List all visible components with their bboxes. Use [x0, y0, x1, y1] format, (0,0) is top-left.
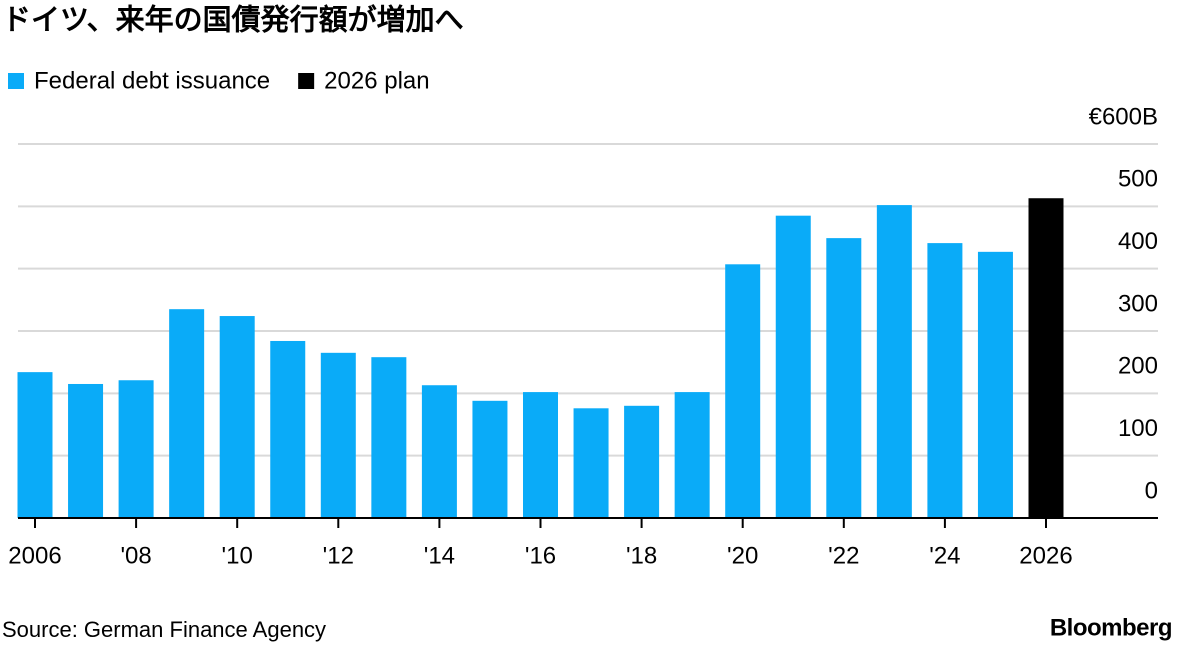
y-tick-label: 500	[1118, 166, 1158, 193]
bar	[725, 264, 761, 518]
y-tick-label: 100	[1118, 415, 1158, 442]
bar	[17, 372, 53, 518]
y-tick-label: 200	[1118, 353, 1158, 380]
x-tick-label: '12	[323, 542, 354, 569]
brand: Bloomberg	[1050, 614, 1172, 641]
bar	[573, 408, 609, 518]
x-tick-label: '18	[626, 542, 657, 569]
x-tick-label: '10	[222, 542, 253, 569]
x-tick-label: '22	[828, 542, 859, 569]
legend-swatch	[298, 73, 315, 89]
y-tick-label: €600B	[1089, 103, 1158, 130]
bar	[270, 340, 306, 518]
bar	[1028, 198, 1064, 519]
bar	[977, 251, 1013, 518]
x-tick-label: 2026	[1019, 542, 1072, 569]
x-tick-label: '20	[727, 542, 758, 569]
chart-title: ドイツ、来年の国債発行額が増加へ	[2, 3, 464, 37]
x-tick-label: '08	[120, 542, 151, 569]
bar	[775, 215, 811, 518]
x-tick-label: 2006	[8, 542, 61, 569]
x-tick-label: '14	[424, 542, 455, 569]
x-tick-label: '24	[929, 542, 960, 569]
bar	[876, 205, 912, 518]
x-tick-label: '16	[525, 542, 556, 569]
bar	[68, 383, 104, 518]
bar	[624, 405, 660, 518]
y-tick-label: 300	[1118, 290, 1158, 317]
bar	[118, 380, 154, 518]
bar	[219, 316, 255, 518]
legend-label: 2026 plan	[324, 67, 429, 94]
bar	[421, 385, 457, 518]
bar	[674, 392, 710, 518]
y-tick-label: 0	[1145, 477, 1158, 504]
source: Source: German Finance Agency	[2, 617, 326, 642]
bar	[472, 400, 508, 518]
bar	[523, 392, 558, 518]
bar	[169, 309, 205, 518]
y-tick-label: 400	[1118, 228, 1158, 255]
legend-swatch	[8, 73, 24, 89]
bar	[927, 243, 963, 519]
legend-label: Federal debt issuance	[34, 67, 270, 94]
bar	[826, 238, 862, 518]
bar	[320, 352, 356, 518]
bar	[371, 357, 407, 518]
